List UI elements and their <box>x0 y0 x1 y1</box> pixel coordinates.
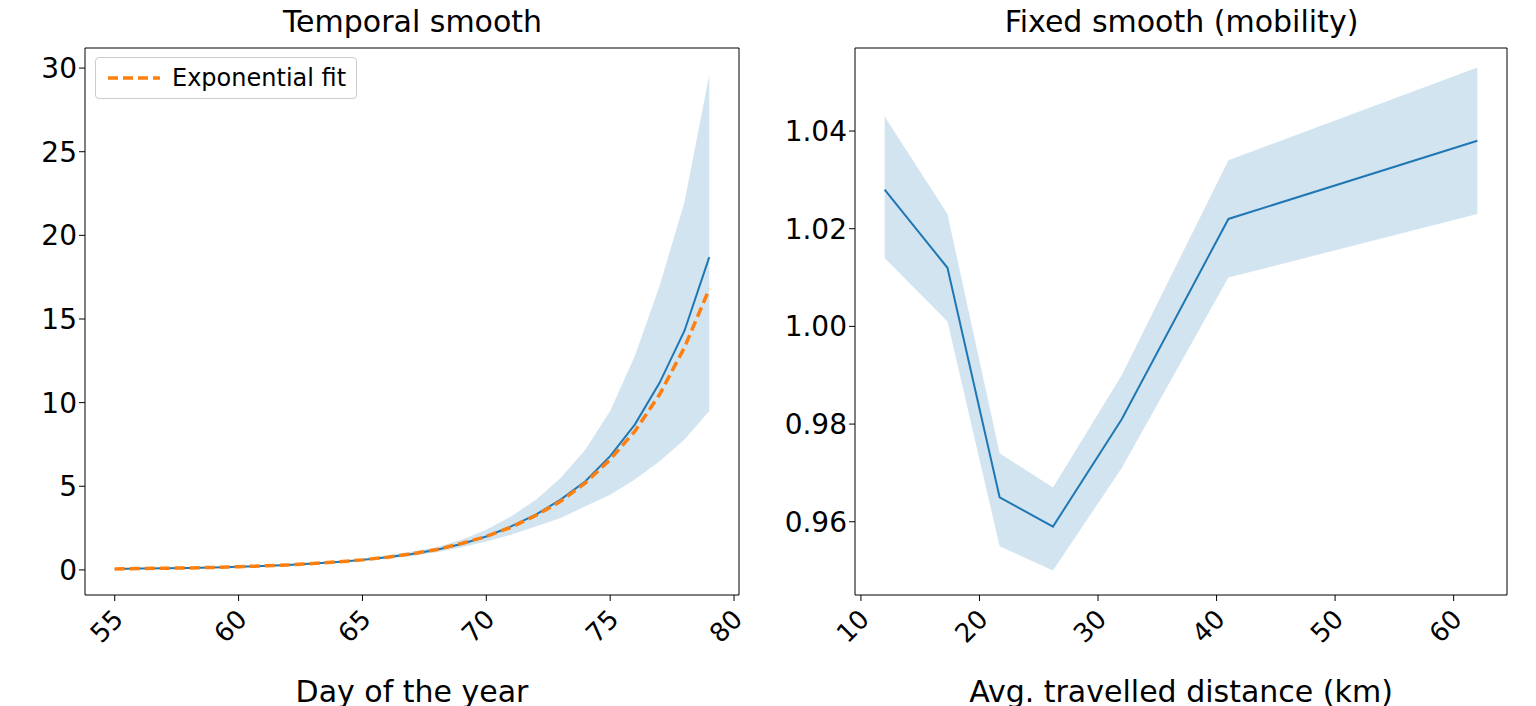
svg-text:20: 20 <box>949 604 994 649</box>
svg-text:60: 60 <box>208 604 253 649</box>
svg-text:25: 25 <box>41 136 77 169</box>
svg-text:1.02: 1.02 <box>785 213 847 246</box>
svg-text:0: 0 <box>59 554 77 587</box>
svg-text:80: 80 <box>704 604 749 649</box>
svg-text:40: 40 <box>1186 604 1231 649</box>
svg-text:65: 65 <box>332 604 377 649</box>
svg-text:1.04: 1.04 <box>785 115 847 148</box>
svg-text:60: 60 <box>1423 604 1468 649</box>
svg-text:0.98: 0.98 <box>785 408 847 441</box>
svg-text:10: 10 <box>41 387 77 420</box>
html-text:Exponential fit: Exponential fit <box>172 64 347 92</box>
svg-text:15: 15 <box>41 303 77 336</box>
svg-text:75: 75 <box>580 604 625 649</box>
svg-text:70: 70 <box>456 604 501 649</box>
svg-text:5: 5 <box>59 470 77 503</box>
svg-text:Avg. travelled distance (km): Avg. travelled distance (km) <box>969 674 1393 706</box>
svg-text:10: 10 <box>830 604 875 649</box>
svg-text:30: 30 <box>41 52 77 85</box>
svg-text:20: 20 <box>41 219 77 252</box>
svg-text:55: 55 <box>84 604 129 649</box>
svg-text:Day of the year: Day of the year <box>296 674 530 706</box>
svg-text:0.96: 0.96 <box>785 506 847 539</box>
html-text:Temporal smooth: Temporal smooth <box>282 4 543 39</box>
svg-text:30: 30 <box>1068 604 1113 649</box>
html-text:Fixed smooth (mobility): Fixed smooth (mobility) <box>1004 4 1359 39</box>
svg-text:50: 50 <box>1305 604 1350 649</box>
svg-text:1.00: 1.00 <box>785 310 847 343</box>
